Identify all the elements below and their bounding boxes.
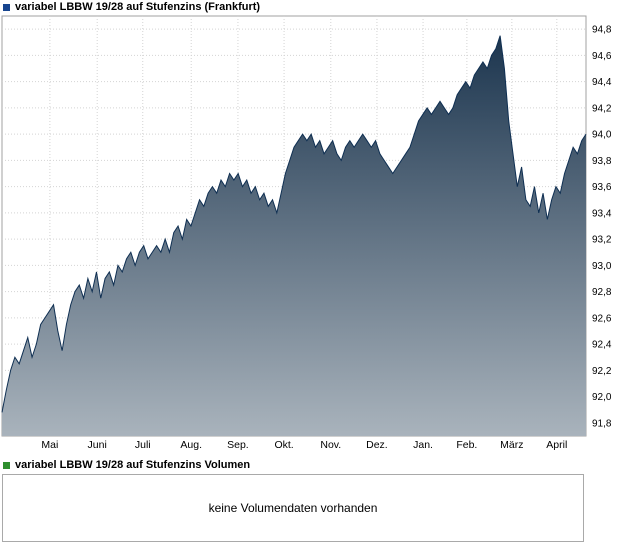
y-axis-label: 92,8 bbox=[592, 287, 612, 298]
chart-title: variabel LBBW 19/28 auf Stufenzins (Fran… bbox=[15, 1, 261, 13]
x-axis-label: Jan. bbox=[413, 439, 433, 451]
y-axis-label: 94,2 bbox=[592, 103, 612, 114]
y-axis-label: 94,8 bbox=[592, 25, 612, 36]
price-area bbox=[2, 35, 586, 436]
price-chart-panel: variabel LBBW 19/28 auf Stufenzins (Fran… bbox=[0, 0, 620, 456]
x-axis-label: Nov. bbox=[320, 439, 341, 451]
volume-panel: variabel LBBW 19/28 auf Stufenzins Volum… bbox=[0, 456, 620, 542]
y-axis-label: 94,4 bbox=[592, 77, 612, 88]
x-axis-label: Juli bbox=[135, 439, 151, 451]
volume-legend-label: variabel LBBW 19/28 auf Stufenzins Volum… bbox=[15, 459, 251, 471]
y-axis-label: 93,6 bbox=[592, 182, 612, 193]
x-axis-label: Feb. bbox=[456, 439, 477, 451]
price-line bbox=[1, 35, 587, 413]
y-axis-label: 94,0 bbox=[592, 130, 612, 141]
y-axis-label: 93,2 bbox=[592, 235, 612, 246]
y-axis-label: 92,2 bbox=[592, 366, 612, 377]
x-axis-label: Sep. bbox=[227, 439, 249, 451]
price-legend: variabel LBBW 19/28 auf Stufenzins (Fran… bbox=[3, 1, 260, 13]
y-axis-label: 93,4 bbox=[592, 208, 612, 219]
x-axis-label: Aug. bbox=[180, 439, 202, 451]
y-axis-label: 92,4 bbox=[592, 340, 612, 351]
volume-message-box: keine Volumendaten vorhanden bbox=[2, 474, 584, 542]
x-axis-label: März bbox=[500, 439, 523, 451]
y-axis-label: 91,8 bbox=[592, 418, 612, 429]
y-axis-label: 93,8 bbox=[592, 156, 612, 167]
volume-series-marker-icon bbox=[3, 461, 10, 469]
x-axis-label: Dez. bbox=[366, 439, 388, 451]
x-axis-label: Juni bbox=[88, 439, 107, 451]
y-axis-label: 92,6 bbox=[592, 313, 612, 324]
x-axis-label: Mai bbox=[41, 439, 58, 451]
volume-message: keine Volumendaten vorhanden bbox=[208, 501, 378, 515]
x-axis-label: April bbox=[546, 439, 567, 451]
y-axis-label: 94,6 bbox=[592, 51, 612, 62]
x-axis-label: Okt. bbox=[274, 439, 293, 451]
price-chart[interactable]: 94,8 94,6 94,4 94,2 94,0 93,8 93,6 93,4 93,2 93,0… bbox=[0, 0, 620, 456]
y-axis-label: 92,0 bbox=[592, 392, 612, 403]
price-series-marker-icon bbox=[3, 3, 10, 11]
y-axis-label: 93,0 bbox=[592, 261, 612, 272]
volume-legend: variabel LBBW 19/28 auf Stufenzins Volum… bbox=[0, 456, 620, 474]
